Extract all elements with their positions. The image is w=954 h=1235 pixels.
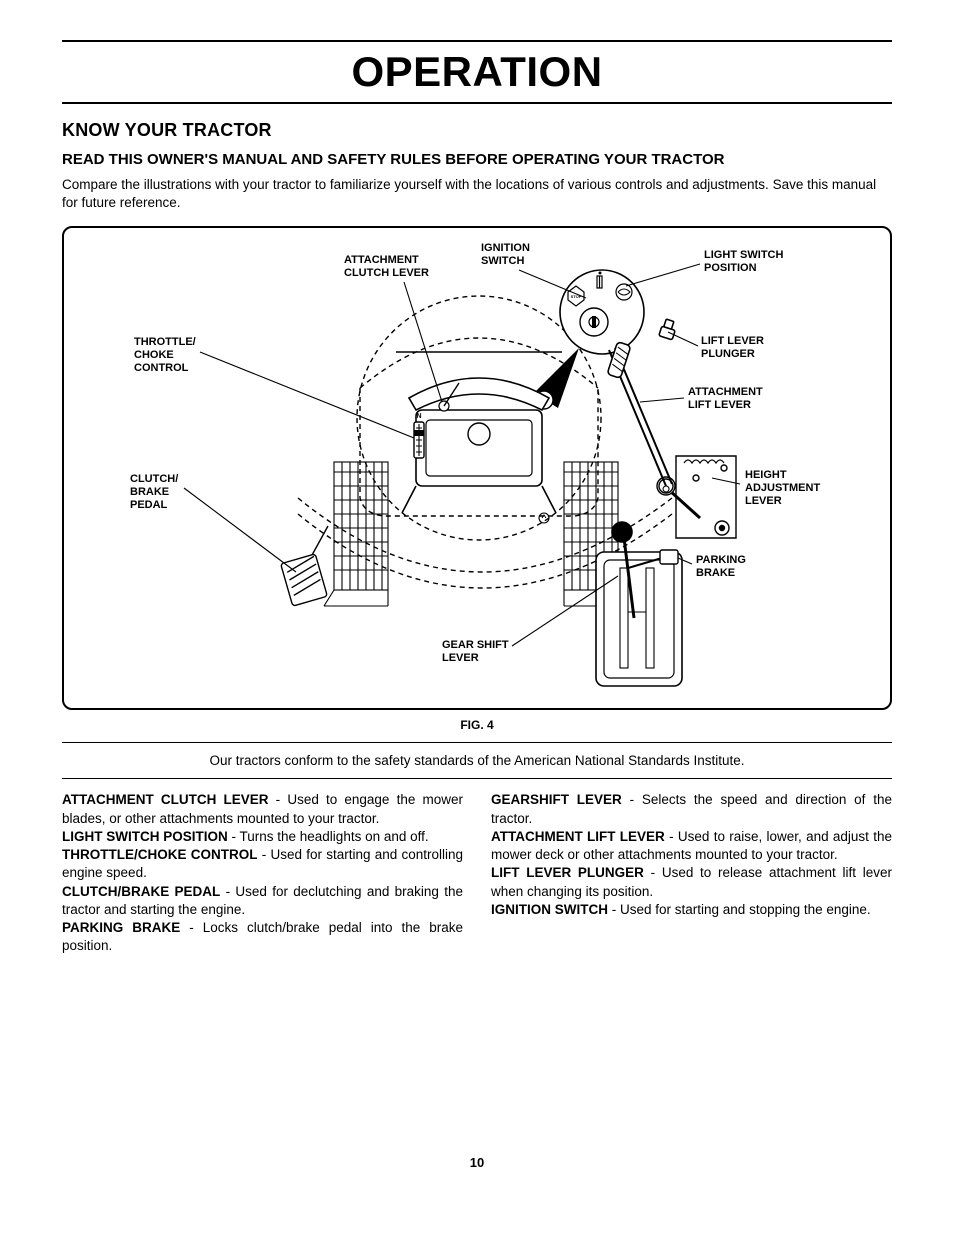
definitions-right: GEARSHIFT LEVER - Selects the speed and …: [491, 791, 892, 955]
definition-term: PARKING BRAKE: [62, 920, 180, 935]
label-parking-brake: PARKINGBRAKE: [696, 554, 746, 579]
definition-text: - Turns the headlights on and off.: [228, 829, 429, 844]
definition-entry: IGNITION SWITCH - Used for starting and …: [491, 901, 892, 919]
section-title: KNOW YOUR TRACTOR: [62, 120, 892, 141]
tractor-diagram: STOP: [62, 226, 892, 710]
svg-text:STOP: STOP: [571, 294, 582, 299]
definition-term: LIGHT SWITCH POSITION: [62, 829, 228, 844]
definition-term: ATTACHMENT CLUTCH LEVER: [62, 792, 269, 807]
label-light-switch-position: LIGHT SWITCHPOSITION: [704, 249, 783, 274]
page-title: OPERATION: [62, 48, 892, 96]
label-lift-lever-plunger: LIFT LEVERPLUNGER: [701, 335, 764, 360]
label-attachment-clutch-lever: ATTACHMENTCLUTCH LEVER: [344, 254, 429, 279]
section-subtitle: READ THIS OWNER'S MANUAL AND SAFETY RULE…: [62, 151, 892, 168]
page-number: 10: [62, 1155, 892, 1170]
definition-entry: LIGHT SWITCH POSITION - Turns the headli…: [62, 828, 463, 846]
manual-page: OPERATION KNOW YOUR TRACTOR READ THIS OW…: [0, 0, 954, 1200]
definition-entry: GEARSHIFT LEVER - Selects the speed and …: [491, 791, 892, 827]
definition-text: - Used for starting and stopping the eng…: [608, 902, 871, 917]
definition-entry: ATTACHMENT CLUTCH LEVER - Used to engage…: [62, 791, 463, 827]
definition-term: GEARSHIFT LEVER: [491, 792, 622, 807]
label-throttle-choke: THROTTLE/CHOKECONTROL: [134, 336, 196, 374]
definition-entry: PARKING BRAKE - Locks clutch/brake pedal…: [62, 919, 463, 955]
divider-below-conformance: [62, 778, 892, 779]
definitions-columns: ATTACHMENT CLUTCH LEVER - Used to engage…: [62, 791, 892, 955]
figure-caption: FIG. 4: [62, 718, 892, 732]
label-gear-shift-lever: GEAR SHIFTLEVER: [442, 639, 509, 664]
definition-term: CLUTCH/BRAKE PEDAL: [62, 884, 220, 899]
definitions-left: ATTACHMENT CLUTCH LEVER - Used to engage…: [62, 791, 463, 955]
divider-below-title: [62, 102, 892, 104]
definition-term: THROTTLE/CHOKE CONTROL: [62, 847, 257, 862]
conformance-text: Our tractors conform to the safety stand…: [62, 753, 892, 768]
intro-paragraph: Compare the illustrations with your trac…: [62, 176, 892, 212]
definition-entry: LIFT LEVER PLUNGER - Used to release att…: [491, 864, 892, 900]
definition-term: LIFT LEVER PLUNGER: [491, 865, 644, 880]
label-height-adjustment-lever: HEIGHTADJUSTMENTLEVER: [745, 469, 820, 507]
label-clutch-brake-pedal: CLUTCH/BRAKEPEDAL: [130, 473, 178, 511]
divider-top: [62, 40, 892, 42]
definition-entry: ATTACHMENT LIFT LEVER - Used to raise, l…: [491, 828, 892, 864]
label-ignition-switch: IGNITIONSWITCH: [481, 242, 530, 267]
definition-term: IGNITION SWITCH: [491, 902, 608, 917]
definition-entry: THROTTLE/CHOKE CONTROL - Used for starti…: [62, 846, 463, 882]
label-attachment-lift-lever: ATTACHMENTLIFT LEVER: [688, 386, 763, 411]
svg-text:N: N: [416, 413, 421, 420]
definition-entry: CLUTCH/BRAKE PEDAL - Used for declutchin…: [62, 883, 463, 919]
diagram-svg: STOP: [64, 228, 890, 708]
definition-term: ATTACHMENT LIFT LEVER: [491, 829, 665, 844]
divider-below-figure: [62, 742, 892, 743]
